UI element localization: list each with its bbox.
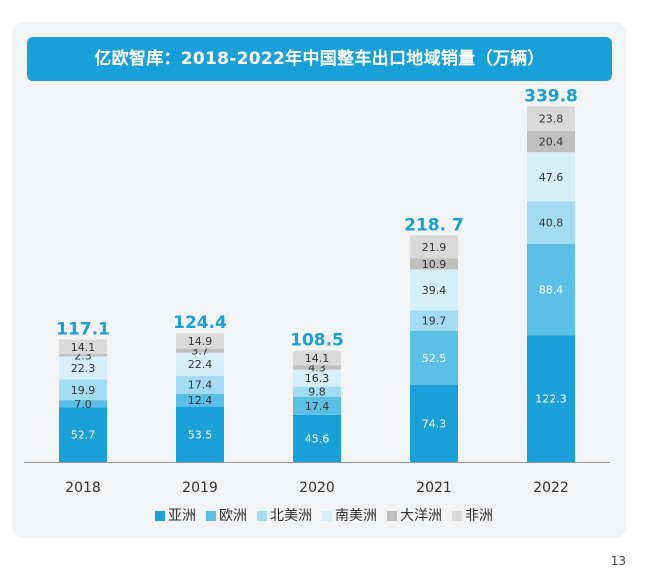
data-label: 45.6 [305, 432, 330, 445]
bar-segment [410, 258, 458, 270]
total-label: 117.1 [56, 319, 110, 339]
legend-item: 南美洲 [322, 505, 377, 525]
legend-swatch [155, 511, 165, 521]
legend-label: 南美洲 [335, 508, 377, 524]
bar-segment [293, 396, 341, 415]
data-label: 17.4 [305, 400, 330, 413]
legend-item: 大洋洲 [387, 505, 442, 525]
data-label: 19.7 [422, 314, 447, 327]
data-label: 74.3 [422, 418, 447, 431]
total-label: 124.4 [173, 313, 227, 333]
data-label: 23.8 [539, 113, 564, 126]
bar-segment [176, 393, 224, 407]
x-tick-label: 2020 [299, 480, 335, 496]
legend-item: 亚洲 [155, 505, 196, 525]
data-label: 14.9 [188, 335, 213, 348]
bar-segment [176, 348, 224, 353]
legend-label: 亚洲 [168, 508, 196, 524]
bar-segment [59, 400, 107, 408]
legend-item: 北美洲 [257, 505, 312, 525]
data-label: 7.0 [74, 398, 92, 411]
data-label: 39.4 [422, 284, 447, 297]
bar-segment [410, 269, 458, 311]
legend-label: 北美洲 [270, 508, 312, 524]
x-tick-label: 2018 [65, 480, 101, 496]
bar-segment [527, 201, 575, 244]
bar-segment [410, 330, 458, 386]
data-label: 20.4 [539, 136, 564, 149]
bar-segment [527, 243, 575, 336]
bar-segment [59, 356, 107, 380]
data-label: 53.5 [188, 428, 213, 441]
data-label: 14.1 [305, 352, 330, 365]
x-tick-label: 2022 [533, 480, 569, 496]
data-label: 21.9 [422, 241, 447, 254]
data-label: 52.7 [71, 429, 96, 442]
data-label: 88.4 [539, 284, 564, 297]
data-label: 47.6 [539, 171, 564, 184]
bar-segment [410, 310, 458, 331]
bar-segment [59, 354, 107, 357]
x-tick-label: 2021 [416, 480, 452, 496]
page-number: 13 [610, 554, 626, 568]
bar-segment [410, 235, 458, 259]
bar-segment [293, 350, 341, 366]
legend-item: 欧洲 [206, 505, 247, 525]
total-label: 108.5 [290, 331, 344, 351]
bar-segment [293, 386, 341, 397]
bar-segment [293, 369, 341, 387]
bar-segment [176, 352, 224, 376]
bar-segment [59, 379, 107, 401]
legend-swatch [206, 511, 216, 521]
bar-segment [59, 407, 107, 462]
bar-segment [527, 152, 575, 202]
chart-title: 亿欧智库：2018-2022年中国整车出口地域销量（万辆） [27, 37, 612, 81]
bar-segment [59, 339, 107, 355]
data-label: 9.8 [308, 386, 326, 399]
x-tick-label: 2019 [182, 480, 218, 496]
data-label: 22.3 [71, 362, 96, 375]
legend-swatch [387, 511, 397, 521]
bar-segment [176, 333, 224, 349]
data-label: 19.9 [71, 384, 96, 397]
data-label: 40.8 [539, 217, 564, 230]
bar-segment [293, 365, 341, 370]
legend-swatch [452, 511, 462, 521]
data-label: 14.1 [71, 341, 96, 354]
data-label: 10.9 [422, 258, 447, 271]
data-label: 12.4 [188, 394, 213, 407]
legend-swatch [322, 511, 332, 521]
bar-segment [527, 131, 575, 153]
total-label: 339.8 [524, 86, 578, 106]
legend-swatch [257, 511, 267, 521]
legend-item: 非洲 [452, 505, 493, 525]
bar-segment [527, 335, 575, 462]
bar-segment [176, 375, 224, 394]
total-label: 218. 7 [404, 215, 464, 235]
data-label: 122.3 [535, 393, 567, 406]
legend-label: 大洋洲 [400, 508, 442, 524]
data-label: 16.3 [305, 372, 330, 385]
bar-segment [293, 414, 341, 462]
legend: 亚洲 欧洲 北美洲 南美洲 大洋洲 非洲 [0, 505, 648, 525]
legend-label: 欧洲 [219, 508, 247, 524]
data-label: 52.5 [422, 352, 447, 365]
bar-segment [410, 385, 458, 462]
bar-segment [527, 106, 575, 132]
data-label: 17.4 [188, 379, 213, 392]
bar-segment [176, 406, 224, 462]
data-label: 22.4 [188, 358, 213, 371]
legend-label: 非洲 [465, 508, 493, 524]
